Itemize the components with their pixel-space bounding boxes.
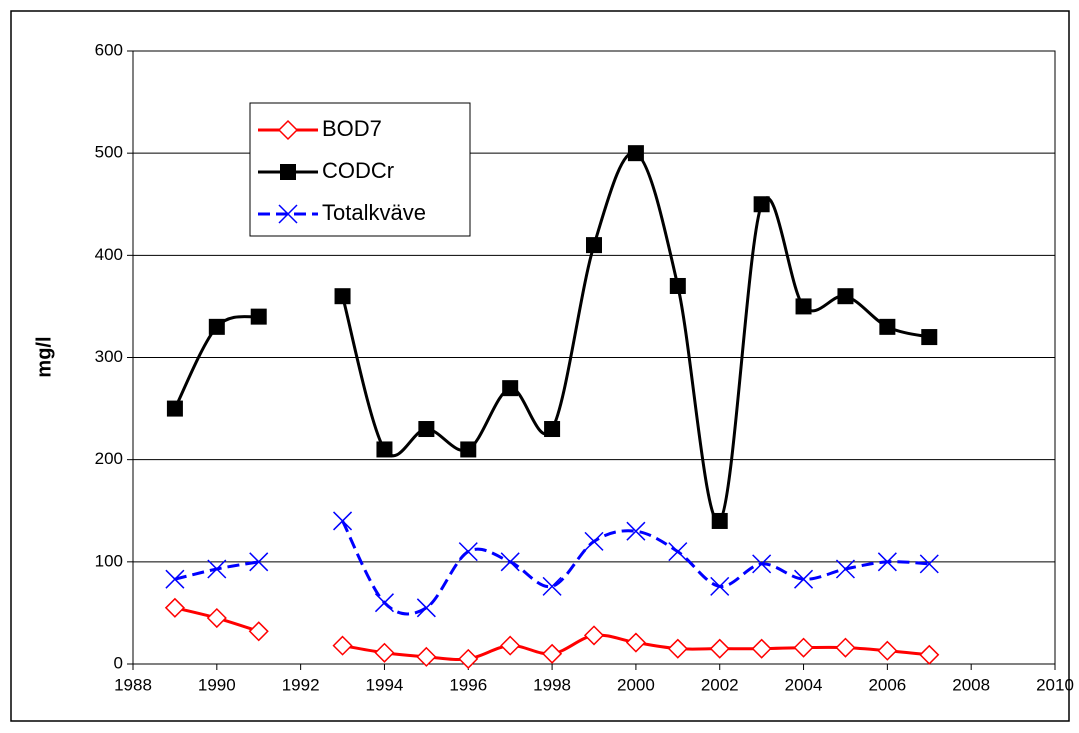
marker xyxy=(334,288,351,305)
plot-area xyxy=(132,50,1056,665)
marker xyxy=(500,635,521,656)
marker xyxy=(206,607,227,629)
marker xyxy=(374,642,395,663)
marker xyxy=(751,638,772,659)
marker xyxy=(752,554,772,574)
marker xyxy=(835,637,856,658)
legend-marker xyxy=(277,119,299,141)
x-tick-label: 2000 xyxy=(617,675,655,694)
x-tick-label: 1990 xyxy=(198,675,236,694)
y-tick-label: 0 xyxy=(114,653,123,672)
marker xyxy=(248,621,269,642)
marker xyxy=(164,597,185,618)
marker xyxy=(753,196,770,213)
marker xyxy=(500,552,520,572)
marker xyxy=(544,421,561,438)
marker xyxy=(458,542,478,562)
marker xyxy=(669,277,686,294)
marker xyxy=(586,237,602,254)
y-tick-label: 200 xyxy=(95,449,123,468)
marker xyxy=(542,643,563,664)
marker xyxy=(794,569,814,589)
marker xyxy=(458,648,479,669)
x-tick-label: 1994 xyxy=(366,675,404,694)
x-tick-label: 1988 xyxy=(114,675,152,694)
marker xyxy=(877,640,898,661)
marker xyxy=(165,569,185,589)
marker xyxy=(835,559,855,579)
marker xyxy=(877,552,897,572)
marker xyxy=(919,644,940,665)
x-tick-label: 1992 xyxy=(282,675,320,694)
legend-label: BOD7 xyxy=(322,116,382,141)
marker xyxy=(333,511,353,531)
marker xyxy=(250,308,267,325)
marker xyxy=(921,329,938,346)
y-tick-label: 400 xyxy=(95,245,123,264)
marker xyxy=(667,638,688,659)
marker xyxy=(416,598,436,618)
marker xyxy=(710,576,730,596)
marker xyxy=(837,288,854,305)
x-tick-label: 2004 xyxy=(785,675,823,694)
marker xyxy=(249,552,269,572)
marker xyxy=(879,318,896,335)
marker xyxy=(584,531,604,551)
marker xyxy=(668,542,688,562)
x-tick-label: 2010 xyxy=(1036,675,1074,694)
x-tick-label: 2002 xyxy=(701,675,739,694)
y-tick-label: 600 xyxy=(95,40,123,59)
marker xyxy=(208,318,225,335)
x-tick-label: 1996 xyxy=(449,675,487,694)
marker xyxy=(374,593,394,613)
marker xyxy=(627,145,644,162)
marker xyxy=(542,576,562,596)
marker xyxy=(793,637,814,658)
x-tick-label: 2008 xyxy=(952,675,990,694)
legend-label: CODCr xyxy=(322,158,394,183)
legend-marker xyxy=(280,164,296,180)
marker xyxy=(626,521,646,541)
marker xyxy=(207,559,227,579)
x-tick-label: 1998 xyxy=(533,675,571,694)
marker xyxy=(166,400,183,417)
x-tick-label: 2006 xyxy=(868,675,906,694)
marker xyxy=(460,441,477,458)
legend-marker xyxy=(278,204,298,224)
marker xyxy=(502,380,519,397)
y-tick-label: 500 xyxy=(95,143,123,162)
y-tick-label: 100 xyxy=(95,551,123,570)
marker xyxy=(583,625,605,646)
marker xyxy=(332,635,353,656)
marker xyxy=(919,554,939,574)
marker xyxy=(625,632,646,653)
chart-border xyxy=(10,10,1070,722)
marker xyxy=(416,646,437,667)
marker xyxy=(711,512,728,529)
legend-label: Totalkväve xyxy=(322,200,426,225)
marker xyxy=(795,298,812,315)
marker xyxy=(709,638,730,659)
y-axis-label: mg/l xyxy=(33,336,55,377)
marker xyxy=(418,421,435,438)
y-tick-label: 300 xyxy=(95,347,123,366)
marker xyxy=(376,441,393,458)
